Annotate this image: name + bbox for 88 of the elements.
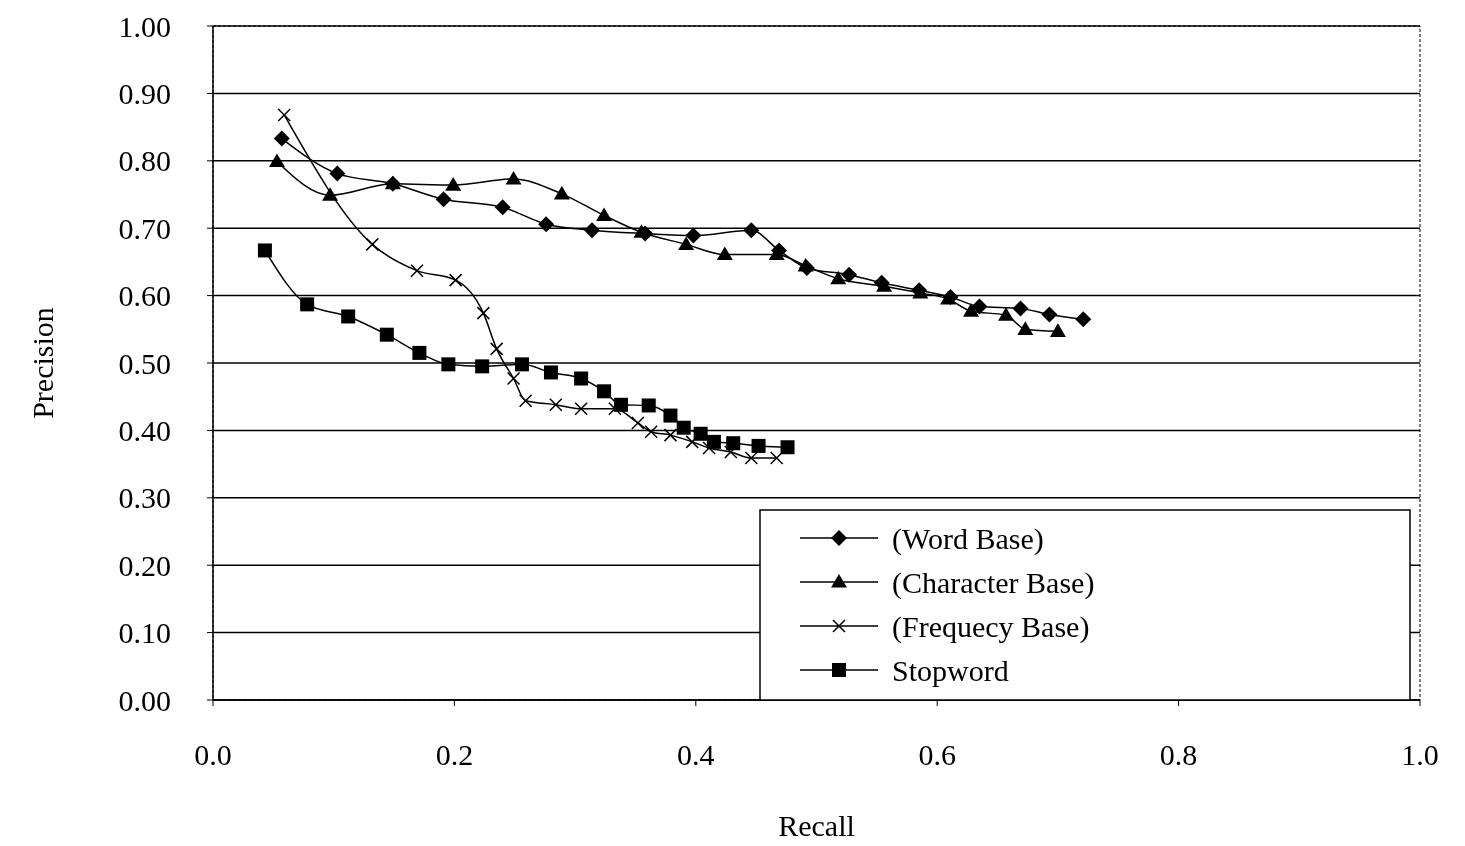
point [716, 246, 733, 261]
legend-label: Stopword [892, 653, 1009, 687]
point [553, 185, 570, 200]
point [676, 420, 691, 435]
point [543, 365, 558, 380]
point [441, 357, 456, 372]
point [613, 397, 628, 412]
point [693, 426, 708, 441]
point [608, 402, 622, 416]
y-tick-label: 0.20 [118, 548, 171, 582]
point [830, 270, 847, 285]
point [257, 243, 272, 258]
legend-label: (Character Base) [892, 565, 1095, 600]
point [435, 191, 452, 208]
point [644, 425, 658, 439]
point [663, 408, 678, 423]
point [631, 416, 645, 430]
y-tick-label: 0.30 [118, 481, 171, 515]
point [663, 428, 678, 442]
x-tick-label: 0.8 [1159, 738, 1198, 771]
y-tick-label: 0.00 [118, 683, 171, 717]
y-tick-label: 0.60 [118, 279, 171, 313]
y-tick-label: 0.40 [118, 413, 171, 447]
point [412, 345, 427, 360]
y-tick-label: 0.10 [118, 616, 171, 650]
point [514, 357, 529, 372]
point [273, 130, 290, 147]
x-tick-label: 0.2 [435, 738, 474, 771]
point [685, 435, 699, 449]
x-axis-title: Recall [778, 809, 855, 842]
x-tick-label: 1.0 [1401, 738, 1439, 771]
y-tick-label: 0.50 [118, 346, 171, 380]
point [379, 327, 394, 342]
point [505, 171, 522, 185]
point [448, 273, 463, 287]
point [584, 222, 600, 239]
point [963, 303, 979, 317]
point [780, 440, 795, 455]
point [596, 207, 613, 221]
point [277, 108, 291, 122]
point [410, 263, 424, 278]
y-axis-title: Precision [26, 307, 59, 419]
point [518, 393, 533, 408]
point [769, 451, 784, 465]
y-tick-label: 0.90 [118, 76, 171, 110]
point [751, 438, 766, 453]
y-tick-label: 1.00 [118, 9, 171, 43]
point [489, 342, 504, 356]
point [743, 222, 760, 239]
point [841, 266, 858, 283]
point [538, 216, 555, 233]
point [329, 165, 346, 182]
point [1075, 311, 1092, 328]
point [506, 371, 521, 386]
point [300, 297, 315, 312]
y-tick-label: 0.70 [118, 211, 171, 245]
legend-label: (Word Base) [892, 521, 1044, 556]
point [998, 307, 1014, 321]
point [1017, 321, 1034, 335]
point [475, 359, 490, 374]
point [706, 434, 721, 449]
point [494, 199, 511, 216]
x-tick-label: 0.4 [677, 738, 715, 771]
point [341, 309, 356, 324]
point [685, 227, 702, 244]
point [641, 398, 656, 413]
point [476, 306, 491, 320]
point [574, 371, 589, 386]
point [597, 384, 612, 399]
y-tick-label: 0.80 [118, 144, 171, 178]
x-tick-label: 0.0 [194, 738, 232, 771]
point [549, 398, 563, 412]
point [1012, 300, 1029, 317]
point [971, 298, 988, 315]
point [633, 224, 650, 238]
point [744, 451, 759, 465]
point [724, 445, 738, 459]
point [1041, 306, 1058, 323]
point [365, 237, 380, 252]
legend-label: (Frequecy Base) [892, 609, 1090, 644]
point [268, 153, 285, 168]
point [574, 402, 588, 416]
point [678, 236, 695, 250]
point [1049, 323, 1066, 337]
point [726, 436, 741, 451]
point [445, 177, 462, 191]
x-tick-label: 0.6 [918, 738, 956, 771]
point [797, 257, 814, 272]
